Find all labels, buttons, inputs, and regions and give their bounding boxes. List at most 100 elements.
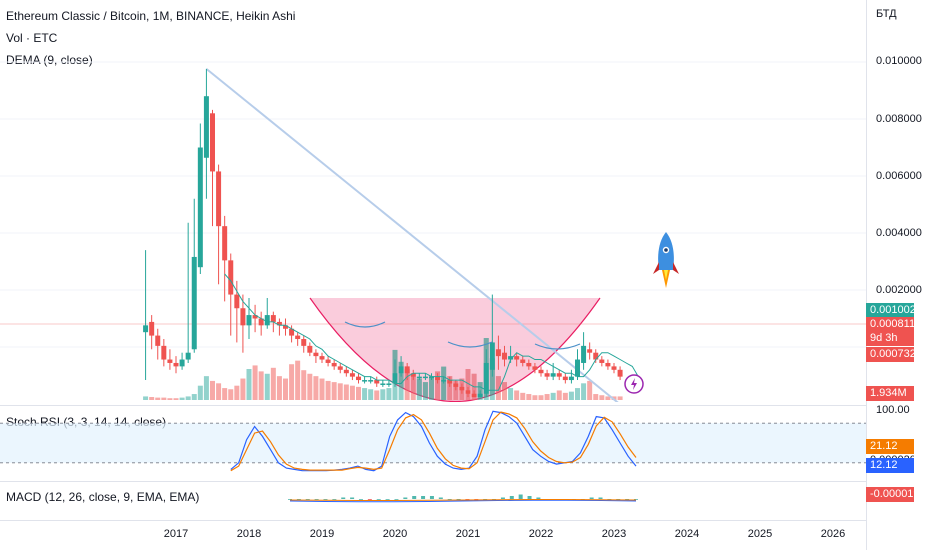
macd-bar [358,499,363,500]
rocket-icon [653,232,679,288]
price-tick: 0.008000 [876,113,922,125]
price-tick: 0.002000 [876,284,922,296]
trendline[interactable] [205,68,632,402]
currency-label: БТД [876,8,897,20]
candle-body [404,366,410,374]
macd-bar [332,499,337,500]
volume-bar [544,394,550,400]
price-tick: 0.006000 [876,170,922,182]
macd-signal-line [289,499,637,501]
candle-body [179,359,185,367]
time-tick: 2018 [236,528,262,540]
candle-body [161,345,167,360]
volume-bar [502,382,507,400]
candle-body [289,328,295,336]
volume-bar [185,396,191,400]
candle-body [343,369,349,374]
macd-bar [509,496,514,499]
time-tick: 2017 [163,528,189,540]
lightning-icon[interactable] [624,374,644,394]
volume-bar [556,390,562,400]
dema-value-badge: 0.000811 [866,317,915,332]
candle-body [143,325,149,333]
candle-body [270,315,276,322]
volume-bar [246,369,252,400]
candle-body [568,376,574,381]
candle-body [471,393,477,398]
candle-body [301,339,307,346]
candle-body [222,226,228,261]
volume-bar [514,390,520,400]
macd-bar [518,494,523,499]
macd-bar [394,499,399,500]
macd-bar [500,497,505,499]
price-axis[interactable] [866,0,932,550]
volume-bar [295,360,301,400]
candle-body [453,383,459,387]
candle-body [556,373,562,377]
candle-body [356,376,361,381]
volume-bar [605,396,611,400]
candle-body [593,352,599,360]
volume-bar [532,395,538,400]
candle-body [398,366,404,374]
dema-legend[interactable]: DEMA (9, close) [6,53,93,67]
volume-bar [550,392,556,400]
volume-bar [325,380,331,400]
volume-bar [422,382,428,400]
macd-bar [527,496,532,499]
stoch-rsi-chart[interactable] [0,406,866,478]
macd-bar [296,499,301,500]
candle-body [562,376,568,381]
macd-bar [323,499,328,500]
volume-bar [191,394,197,400]
volume-bar [410,373,416,400]
volume-bar [197,385,203,400]
candle-body [575,359,580,377]
candle-body [319,356,325,360]
stoch-band [0,423,866,463]
volume-bar [276,376,282,400]
time-tick: 2026 [820,528,846,540]
macd-bar [598,497,603,499]
candle-body [252,315,258,319]
volume-bar [568,391,574,400]
macd-bar [341,497,346,499]
time-tick: 2019 [309,528,335,540]
last-price-badge: 0.001002 [866,303,916,318]
volume-badge: 1.934M [866,386,914,401]
volume-bar [380,389,386,400]
candle-body [410,373,416,377]
candle-body [167,359,173,363]
candle-body [520,359,526,363]
candle-body [258,318,264,326]
macd-bar [625,499,630,500]
stoch-d-line [230,411,637,472]
volume-bar [374,390,380,400]
candle-body [173,362,179,367]
macd-bar [376,499,381,500]
candle-body [495,349,501,357]
candle-body [331,362,337,367]
candle-body [538,369,544,374]
macd-chart[interactable] [0,482,866,520]
time-tick: 2023 [601,528,627,540]
volume-bar [337,383,343,400]
candle-body [587,349,593,353]
candle-body [532,366,538,370]
volume-bar [398,361,404,400]
macd-legend[interactable]: MACD (12, 26, close, 9, EMA, EMA) [6,490,200,504]
price-chart[interactable] [0,0,866,402]
volume-bar [319,378,325,400]
volume-bar [307,373,313,400]
volume-bar [489,358,495,400]
candle-body [374,380,380,384]
volume-bar [149,397,155,400]
volume-bar [240,378,246,400]
volume-legend[interactable]: Vol · ETC [6,31,58,45]
chart-title[interactable]: Ethereum Classic / Bitcoin, 1M, BINANCE,… [6,9,296,23]
volume-bar [313,376,319,400]
candle-body [210,113,215,172]
candle-body [508,356,514,360]
volume-bar [562,392,568,400]
